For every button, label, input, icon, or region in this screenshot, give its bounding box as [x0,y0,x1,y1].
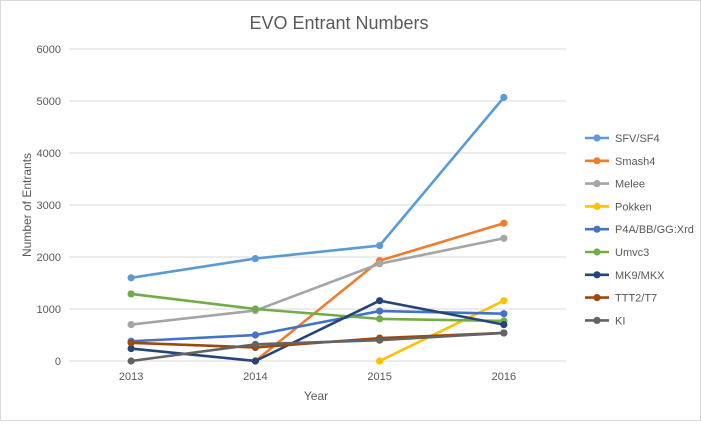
y-tick-label: 1000 [37,304,61,316]
data-point [500,310,508,318]
series-lines [127,93,508,365]
data-point [251,331,259,339]
chart-title: EVO Entrant Numbers [249,13,428,33]
data-point [251,305,259,313]
legend-item: Umvc3 [585,247,649,259]
data-point [376,241,384,250]
data-point [251,254,259,263]
series-line [130,237,505,326]
legend-marker [593,294,601,302]
legend-label: Umvc3 [615,247,649,259]
legend-marker [593,271,601,279]
x-axis-tick-labels: 2013 2014 2015 2016 [119,371,516,383]
gridlines [69,48,566,362]
data-point [500,329,508,337]
series-line [130,299,505,363]
data-point [500,321,508,329]
legend-item: MK9/MKX [585,270,665,282]
data-point [500,93,508,101]
x-tick-label: 2013 [119,371,143,383]
data-point [376,315,384,323]
legend-item: TTT2/T7 [585,293,657,305]
data-point [127,357,135,365]
data-point [127,339,135,347]
y-axis-title: Number of Entrants [20,153,34,257]
y-tick-label: 0 [55,356,61,368]
series-8 [127,329,508,365]
data-point [127,290,135,298]
data-point [376,297,384,305]
x-tick-label: 2016 [492,371,516,383]
data-point [376,357,384,365]
legend-label: Pokken [615,201,652,213]
y-tick-label: 4000 [37,148,61,160]
data-point [127,274,135,282]
legend-label: SFV/SF4 [615,133,660,145]
series-line [379,299,505,363]
legend: SFV/SF4 Smash4 Melee Pokken P4A/BB/GG:Xrd Umv… [585,133,694,327]
legend-label: KI [615,315,625,327]
legend-item: SFV/SF4 [585,133,660,145]
data-point [251,340,259,348]
data-point [376,260,384,268]
legend-item: Melee [585,179,645,191]
series-line [130,292,504,323]
legend-marker [593,134,601,142]
data-point [376,336,384,344]
legend-label: MK9/MKX [615,270,665,282]
data-point [127,321,135,329]
legend-item: KI [585,315,625,327]
y-tick-label: 6000 [37,44,61,56]
x-tick-label: 2015 [367,371,391,383]
legend-label: P4A/BB/GG:Xrd [615,224,694,236]
x-axis-title: Year [304,389,328,403]
legend-label: TTT2/T7 [615,293,657,305]
x-tick-label: 2014 [243,371,267,383]
legend-marker [593,202,601,210]
data-point [500,219,508,227]
legend-marker [593,316,601,324]
series-6 [127,297,508,365]
y-tick-label: 2000 [37,252,61,264]
y-tick-label: 5000 [37,96,61,108]
series-line [130,331,504,363]
legend-item: Smash4 [585,156,655,168]
legend-marker [593,248,601,256]
series-3 [376,297,508,365]
y-tick-label: 3000 [37,200,61,212]
data-point [500,297,508,305]
legend-marker [593,180,601,188]
data-point [251,357,259,365]
legend-item: Pokken [585,201,652,213]
legend-item: P4A/BB/GG:Xrd [585,224,694,236]
data-point [500,234,508,242]
data-point [127,344,135,353]
y-axis-tick-labels: 0 1000 2000 3000 4000 5000 6000 [37,44,61,368]
series-0 [127,93,508,282]
data-point [376,307,384,315]
legend-marker [593,157,601,165]
legend-label: Smash4 [615,156,655,168]
series-line [130,96,505,280]
legend-label: Melee [615,179,645,191]
legend-marker [593,225,601,233]
series-7 [127,329,508,352]
